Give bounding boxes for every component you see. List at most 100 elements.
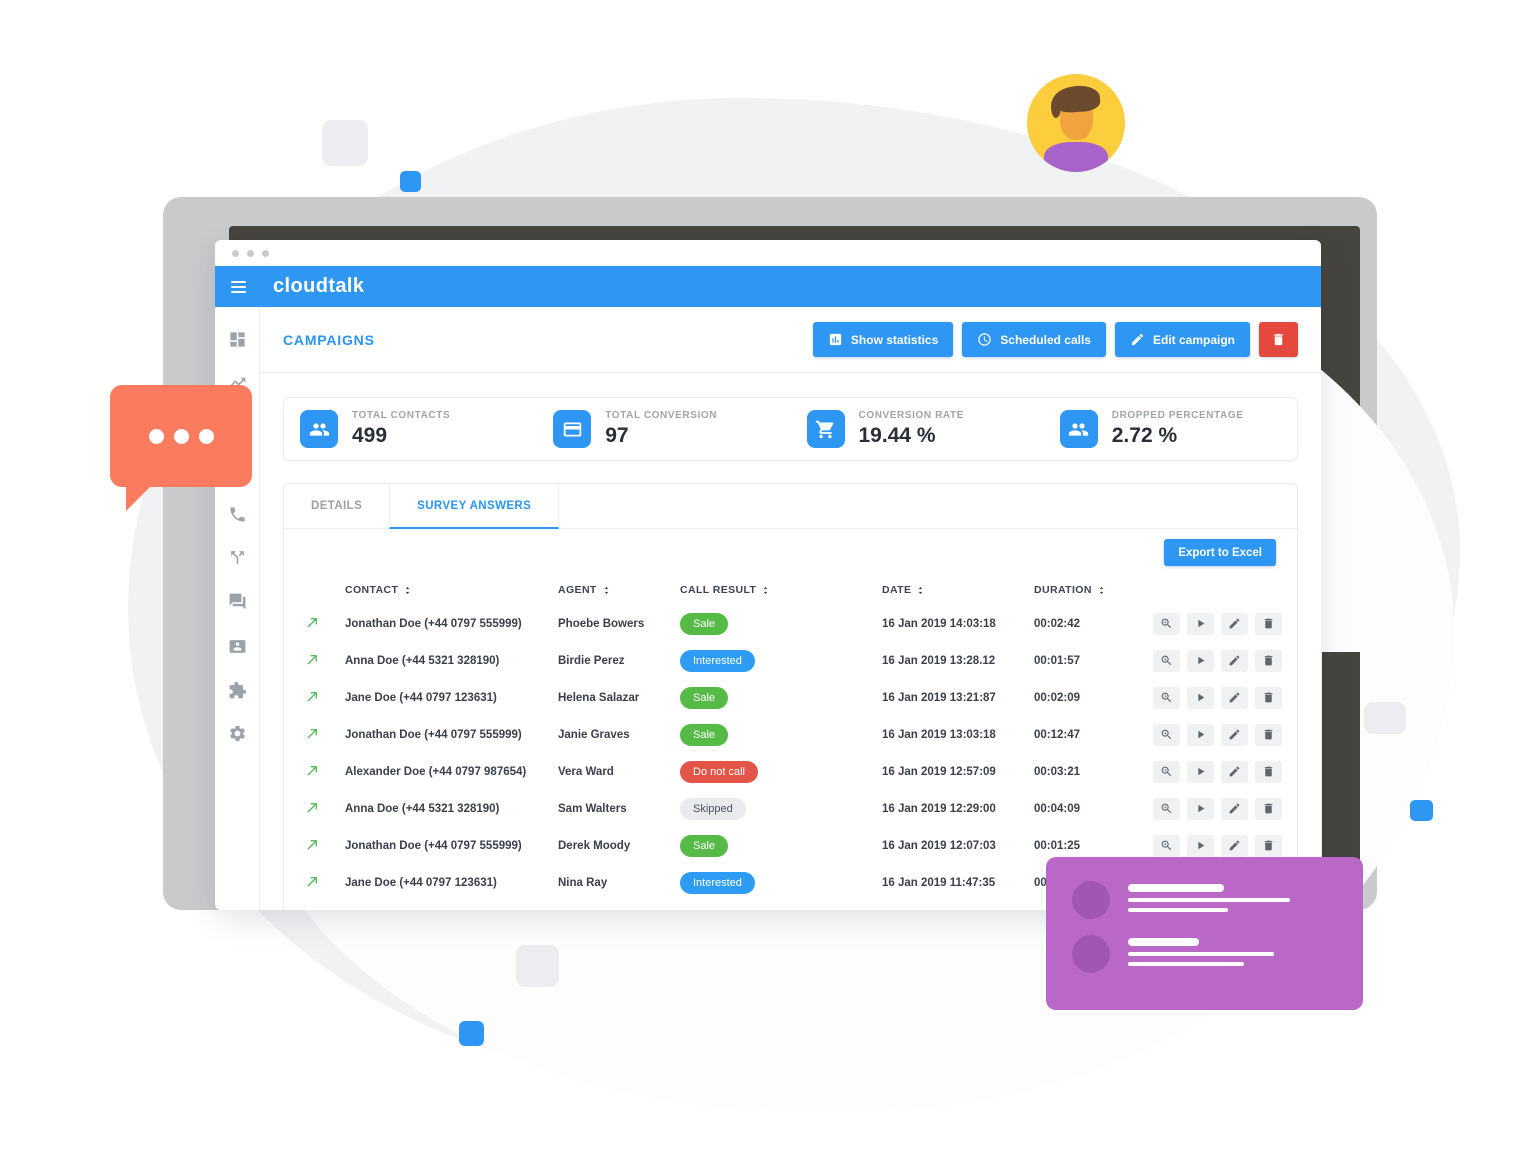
tab-details[interactable]: DETAILS	[311, 500, 363, 512]
date-cell: 16 Jan 2019 14:03:18	[882, 617, 996, 630]
delete-call-button[interactable]	[1255, 612, 1282, 635]
menu-icon[interactable]	[231, 280, 246, 293]
call-result-badge: Sale	[680, 686, 729, 709]
inspect-call-button[interactable]	[1153, 834, 1180, 857]
row-actions	[1153, 760, 1282, 783]
play-icon	[1198, 730, 1205, 739]
table-body: Jonathan Doe (+44 0797 555999) Phoebe Bo…	[284, 605, 1297, 901]
scheduled-calls-button[interactable]: Scheduled calls	[962, 322, 1106, 357]
inspect-call-button[interactable]	[1153, 723, 1180, 746]
edit-call-button[interactable]	[1221, 649, 1248, 672]
pencil-icon	[1229, 692, 1240, 703]
play-recording-button[interactable]	[1187, 649, 1214, 672]
button-label: Show statistics	[850, 332, 939, 347]
bubble-tail	[126, 485, 152, 511]
delete-call-button[interactable]	[1255, 649, 1282, 672]
stat-value: 499	[352, 424, 388, 447]
tab-survey-answers[interactable]: SURVEY ANSWERS	[389, 484, 560, 529]
inspect-call-button[interactable]	[1153, 797, 1180, 820]
edit-call-button[interactable]	[1221, 723, 1248, 746]
pencil-icon	[1229, 766, 1240, 777]
people-icon	[300, 410, 338, 448]
trash-icon	[1264, 729, 1273, 740]
delete-call-button[interactable]	[1255, 834, 1282, 857]
contact-cell: Jane Doe (+44 0797 123631)	[345, 691, 497, 704]
date-cell: 16 Jan 2019 12:07:03	[882, 839, 996, 852]
edit-call-button[interactable]	[1221, 686, 1248, 709]
avatar	[1027, 74, 1125, 172]
call-result-badge: Skipped	[680, 797, 746, 820]
edit-call-button[interactable]	[1221, 612, 1248, 635]
sort-contact[interactable]: CONTACT	[345, 584, 558, 596]
play-recording-button[interactable]	[1187, 612, 1214, 635]
trending-up-icon[interactable]	[228, 373, 247, 392]
play-recording-button[interactable]	[1187, 686, 1214, 709]
play-icon	[1198, 619, 1205, 628]
table-row: Alexander Doe (+44 0797 987654) Vera War…	[284, 753, 1297, 790]
agent-cell: Birdie Perez	[558, 654, 625, 667]
deco-square-blue	[1410, 800, 1433, 821]
agent-cell: Nina Ray	[558, 876, 608, 889]
deco-square-gray	[322, 120, 368, 166]
window-control-dot[interactable]	[247, 249, 254, 257]
edit-call-button[interactable]	[1221, 834, 1248, 857]
play-icon	[1198, 767, 1205, 776]
phone-icon[interactable]	[228, 505, 247, 524]
stat-dropped-percentage: DROPPED PERCENTAGE 2.72 %	[1044, 410, 1297, 448]
outbound-call-icon	[305, 802, 320, 818]
edit-campaign-button[interactable]: Edit campaign	[1114, 322, 1250, 357]
bar-chart-icon	[829, 333, 842, 346]
delete-call-button[interactable]	[1255, 797, 1282, 820]
inspect-call-button[interactable]	[1153, 612, 1180, 635]
outbound-call-icon	[305, 876, 320, 892]
trash-icon	[1264, 803, 1273, 814]
edit-call-button[interactable]	[1221, 797, 1248, 820]
play-icon	[1198, 656, 1205, 665]
sort-date[interactable]: DATE	[882, 584, 1034, 596]
delete-call-button[interactable]	[1255, 723, 1282, 746]
sort-agent[interactable]: AGENT	[558, 584, 680, 596]
sort-duration[interactable]: DURATION	[1034, 584, 1153, 596]
play-recording-button[interactable]	[1187, 834, 1214, 857]
show-statistics-button[interactable]: Show statistics	[812, 322, 954, 357]
inspect-call-button[interactable]	[1153, 760, 1180, 783]
table-row: Jane Doe (+44 0797 123631) Helena Salaza…	[284, 679, 1297, 716]
sort-call-result[interactable]: CALL RESULT	[680, 584, 882, 596]
window-control-dot[interactable]	[232, 249, 239, 257]
skeleton-avatar	[1072, 881, 1110, 919]
app-window: cloudtalk CAMPAIGNS Show	[215, 240, 1321, 910]
puzzle-icon[interactable]	[228, 681, 247, 700]
skeleton-line	[1128, 962, 1244, 966]
delete-call-button[interactable]	[1255, 686, 1282, 709]
deco-square-gray	[1364, 702, 1406, 734]
window-control-dot[interactable]	[262, 249, 269, 257]
dashboard-icon[interactable]	[228, 330, 247, 349]
zoom-in-icon	[1161, 840, 1172, 851]
call-result-cell: Sale	[680, 834, 882, 857]
pencil-icon	[1229, 840, 1240, 851]
skeleton-line	[1128, 898, 1290, 902]
tabs: DETAILS SURVEY ANSWERS	[284, 484, 1297, 529]
delete-call-button[interactable]	[1255, 760, 1282, 783]
chat-icon[interactable]	[228, 592, 247, 611]
agent-cell: Derek Moody	[558, 839, 631, 852]
settings-icon[interactable]	[228, 724, 247, 743]
edit-call-button[interactable]	[1221, 760, 1248, 783]
outbound-call-icon	[305, 765, 320, 781]
call-split-icon[interactable]	[228, 548, 247, 567]
tablet-screen-edge	[1322, 652, 1360, 890]
inspect-call-button[interactable]	[1153, 649, 1180, 672]
duration-cell: 00:02:09	[1034, 691, 1081, 704]
play-recording-button[interactable]	[1187, 797, 1214, 820]
date-cell: 16 Jan 2019 12:57:09	[882, 765, 996, 778]
call-result-badge: Sale	[680, 834, 729, 857]
play-recording-button[interactable]	[1187, 760, 1214, 783]
contact-card-icon[interactable]	[228, 637, 247, 656]
trash-icon	[1264, 766, 1273, 777]
inspect-call-button[interactable]	[1153, 686, 1180, 709]
delete-campaign-button[interactable]	[1259, 322, 1298, 357]
play-recording-button[interactable]	[1187, 723, 1214, 746]
export-to-excel-button[interactable]: Export to Excel	[1164, 539, 1276, 566]
stat-total-conversion: TOTAL CONVERSION 97	[537, 410, 790, 448]
clock-icon	[978, 333, 992, 346]
